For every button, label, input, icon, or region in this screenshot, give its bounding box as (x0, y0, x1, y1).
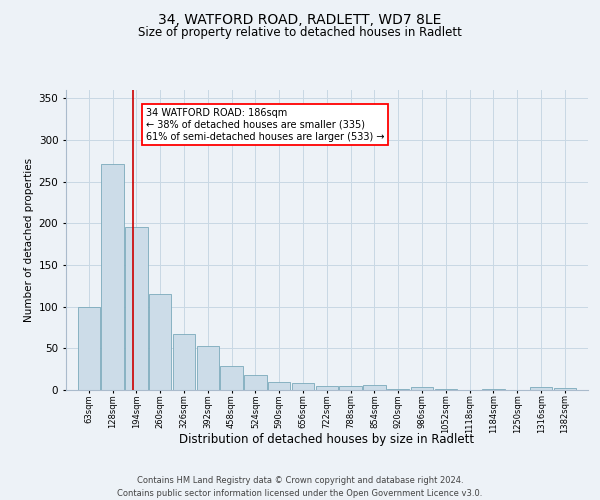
Bar (387, 389, 409, 390)
Bar (173, 334, 195, 390)
Text: 34 WATFORD ROAD: 186sqm
← 38% of detached houses are smaller (335)
61% of semi-d: 34 WATFORD ROAD: 186sqm ← 38% of detache… (146, 108, 384, 142)
Text: Contains HM Land Registry data © Crown copyright and database right 2024.
Contai: Contains HM Land Registry data © Crown c… (118, 476, 482, 498)
Bar (363, 385, 386, 390)
Y-axis label: Number of detached properties: Number of detached properties (25, 158, 34, 322)
Bar (220, 366, 243, 390)
Text: Size of property relative to detached houses in Radlett: Size of property relative to detached ho… (138, 26, 462, 39)
Bar (125, 226, 148, 390)
Bar (101, 164, 124, 390)
Bar (149, 294, 172, 390)
Bar (554, 388, 576, 390)
Bar (316, 386, 338, 390)
Bar (197, 346, 219, 390)
Bar (482, 389, 505, 390)
Bar (434, 389, 457, 390)
Bar (292, 384, 314, 390)
Bar (244, 375, 266, 390)
Bar (340, 386, 362, 390)
Text: 34, WATFORD ROAD, RADLETT, WD7 8LE: 34, WATFORD ROAD, RADLETT, WD7 8LE (158, 12, 442, 26)
Text: Distribution of detached houses by size in Radlett: Distribution of detached houses by size … (179, 432, 475, 446)
Bar (268, 382, 290, 390)
Bar (78, 306, 100, 390)
Bar (530, 386, 553, 390)
Bar (411, 386, 433, 390)
